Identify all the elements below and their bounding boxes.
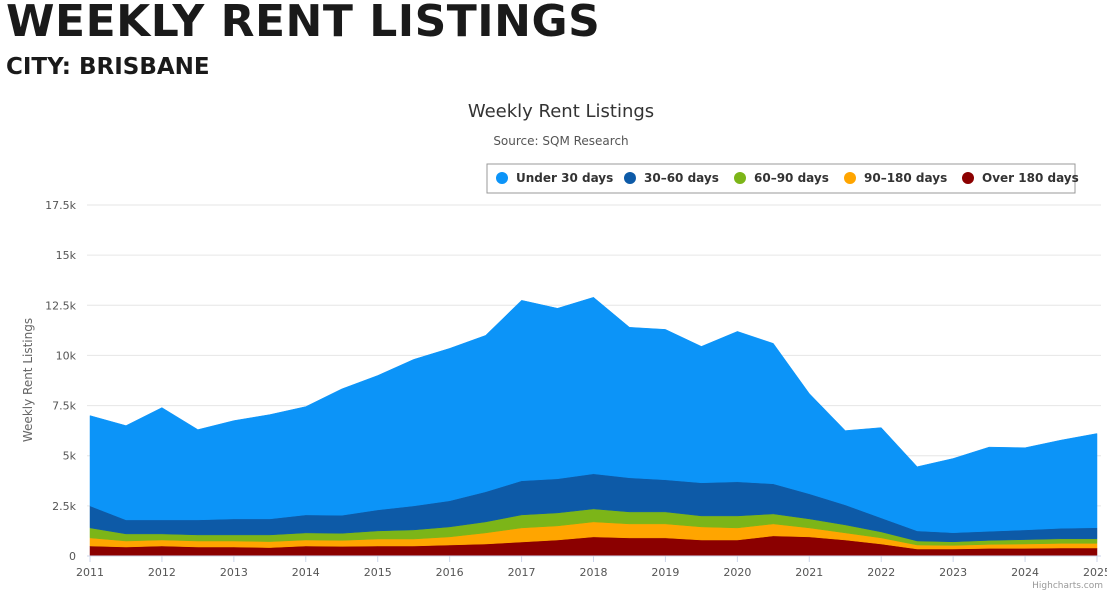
x-tick-label: 2021	[795, 566, 823, 579]
y-tick-label: 0	[69, 550, 76, 563]
y-tick-label: 15k	[56, 249, 77, 262]
legend-marker	[496, 172, 508, 184]
x-tick-label: 2020	[723, 566, 751, 579]
y-axis-ticks: 0 2.5k 5k 7.5k 10k 12.5k 15k 17.5k	[45, 199, 76, 563]
legend-marker	[844, 172, 856, 184]
chart-title: Weekly Rent Listings	[468, 101, 654, 122]
legend-item-30-60-days[interactable]: 30–60 days	[624, 171, 719, 185]
x-tick-label: 2013	[220, 566, 248, 579]
legend-label: Over 180 days	[982, 171, 1079, 185]
legend-box	[486, 163, 1076, 194]
y-tick-label: 12.5k	[45, 299, 76, 312]
x-tick-label: 2011	[76, 566, 104, 579]
legend-marker	[624, 172, 636, 184]
x-tick-label: 2012	[148, 566, 176, 579]
x-tick-label: 2024	[1011, 566, 1039, 579]
x-axis-ticks: 2011 2012 2013 2014 2015 2016 2017 2018 2019 2020…	[76, 556, 1107, 579]
y-tick-label: 7.5k	[52, 400, 76, 413]
chart-legend: Under 30 days 30–60 days 60–90 days 90–180 …	[486, 163, 1079, 194]
x-tick-label: 2023	[939, 566, 967, 579]
y-tick-label: 10k	[56, 349, 77, 362]
legend-label: 60–90 days	[754, 171, 829, 185]
y-axis-label: Weekly Rent Listings	[21, 318, 35, 442]
legend-label: Under 30 days	[516, 171, 613, 185]
legend-item-under-30-days[interactable]: Under 30 days	[496, 171, 613, 185]
legend-label: 30–60 days	[644, 171, 719, 185]
series-area-under-30-days[interactable]	[89, 297, 1098, 533]
chart-credit[interactable]: Highcharts.com	[1032, 581, 1103, 591]
chart-subtitle: Source: SQM Research	[493, 134, 628, 148]
legend-item-60-90-days[interactable]: 60–90 days	[734, 171, 829, 185]
legend-item-over-180-days[interactable]: Over 180 days	[962, 171, 1079, 185]
y-tick-label: 17.5k	[45, 199, 76, 212]
x-tick-label: 2018	[580, 566, 608, 579]
chart-areas	[89, 297, 1098, 557]
legend-label: 90–180 days	[864, 171, 947, 185]
x-tick-label: 2017	[508, 566, 536, 579]
x-tick-label: 2015	[364, 566, 392, 579]
y-tick-label: 2.5k	[52, 500, 76, 513]
legend-item-90-180-days[interactable]: 90–180 days	[844, 171, 947, 185]
x-tick-label: 2014	[292, 566, 320, 579]
legend-marker	[962, 172, 974, 184]
x-tick-label: 2022	[867, 566, 895, 579]
x-tick-label: 2025	[1083, 566, 1107, 579]
page-subtitle: CITY: BRISBANE	[6, 54, 210, 80]
x-tick-label: 2016	[436, 566, 464, 579]
legend-marker	[734, 172, 746, 184]
page-title: WEEKLY RENT LISTINGS	[6, 0, 601, 47]
y-tick-label: 5k	[63, 450, 77, 463]
x-tick-label: 2019	[651, 566, 679, 579]
